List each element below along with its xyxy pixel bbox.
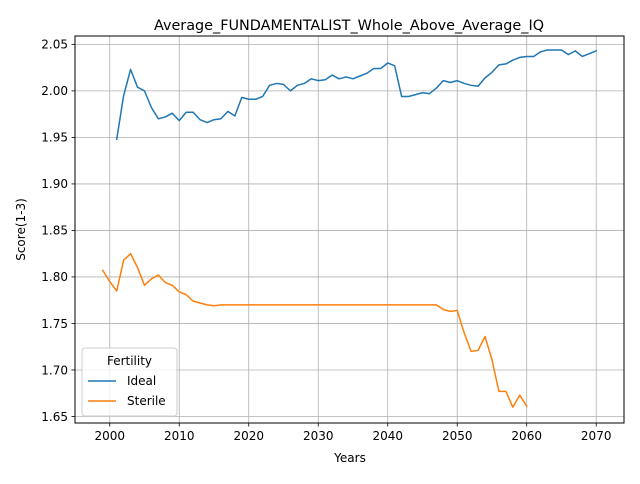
- x-tick-label: 2010: [164, 429, 195, 443]
- series-line-ideal: [115, 49, 598, 141]
- y-tick-label: 1.75: [41, 317, 68, 331]
- chart-title: Average_FUNDAMENTALIST_Whole_Above_Avera…: [154, 18, 544, 34]
- legend: Fertility Ideal Sterile: [81, 347, 178, 417]
- plot-frame: [74, 35, 625, 424]
- x-tick-label: 2070: [581, 429, 612, 443]
- x-tick-label: 2000: [94, 429, 125, 443]
- legend-title: Fertility: [107, 354, 152, 368]
- legend-box: [81, 347, 178, 417]
- y-tick-label: 2.00: [41, 84, 68, 98]
- x-tick-label: 2020: [233, 429, 264, 443]
- series-lines: [101, 49, 598, 408]
- x-tick-label: 2040: [372, 429, 403, 443]
- axis-ticks: 2000 2010 2020 2030 2040 2050 2060 2070 1.65 1.70…: [41, 38, 611, 443]
- y-axis-label: Score(1-3): [14, 198, 28, 261]
- y-tick-label: 1.85: [41, 224, 68, 238]
- x-tick-label: 2050: [442, 429, 473, 443]
- x-tick-label: 2060: [511, 429, 542, 443]
- y-tick-label: 1.95: [41, 131, 68, 145]
- y-tick-label: 1.90: [41, 177, 68, 191]
- series-line-sterile: [101, 252, 528, 408]
- legend-label-sterile: Sterile: [127, 394, 166, 408]
- y-tick-label: 1.65: [41, 410, 68, 424]
- y-tick-label: 1.70: [41, 363, 68, 377]
- y-tick-label: 1.80: [41, 270, 68, 284]
- y-tick-label: 2.05: [41, 38, 68, 52]
- x-tick-label: 2030: [303, 429, 334, 443]
- x-axis-label: Years: [333, 451, 366, 465]
- legend-label-ideal: Ideal: [127, 374, 156, 388]
